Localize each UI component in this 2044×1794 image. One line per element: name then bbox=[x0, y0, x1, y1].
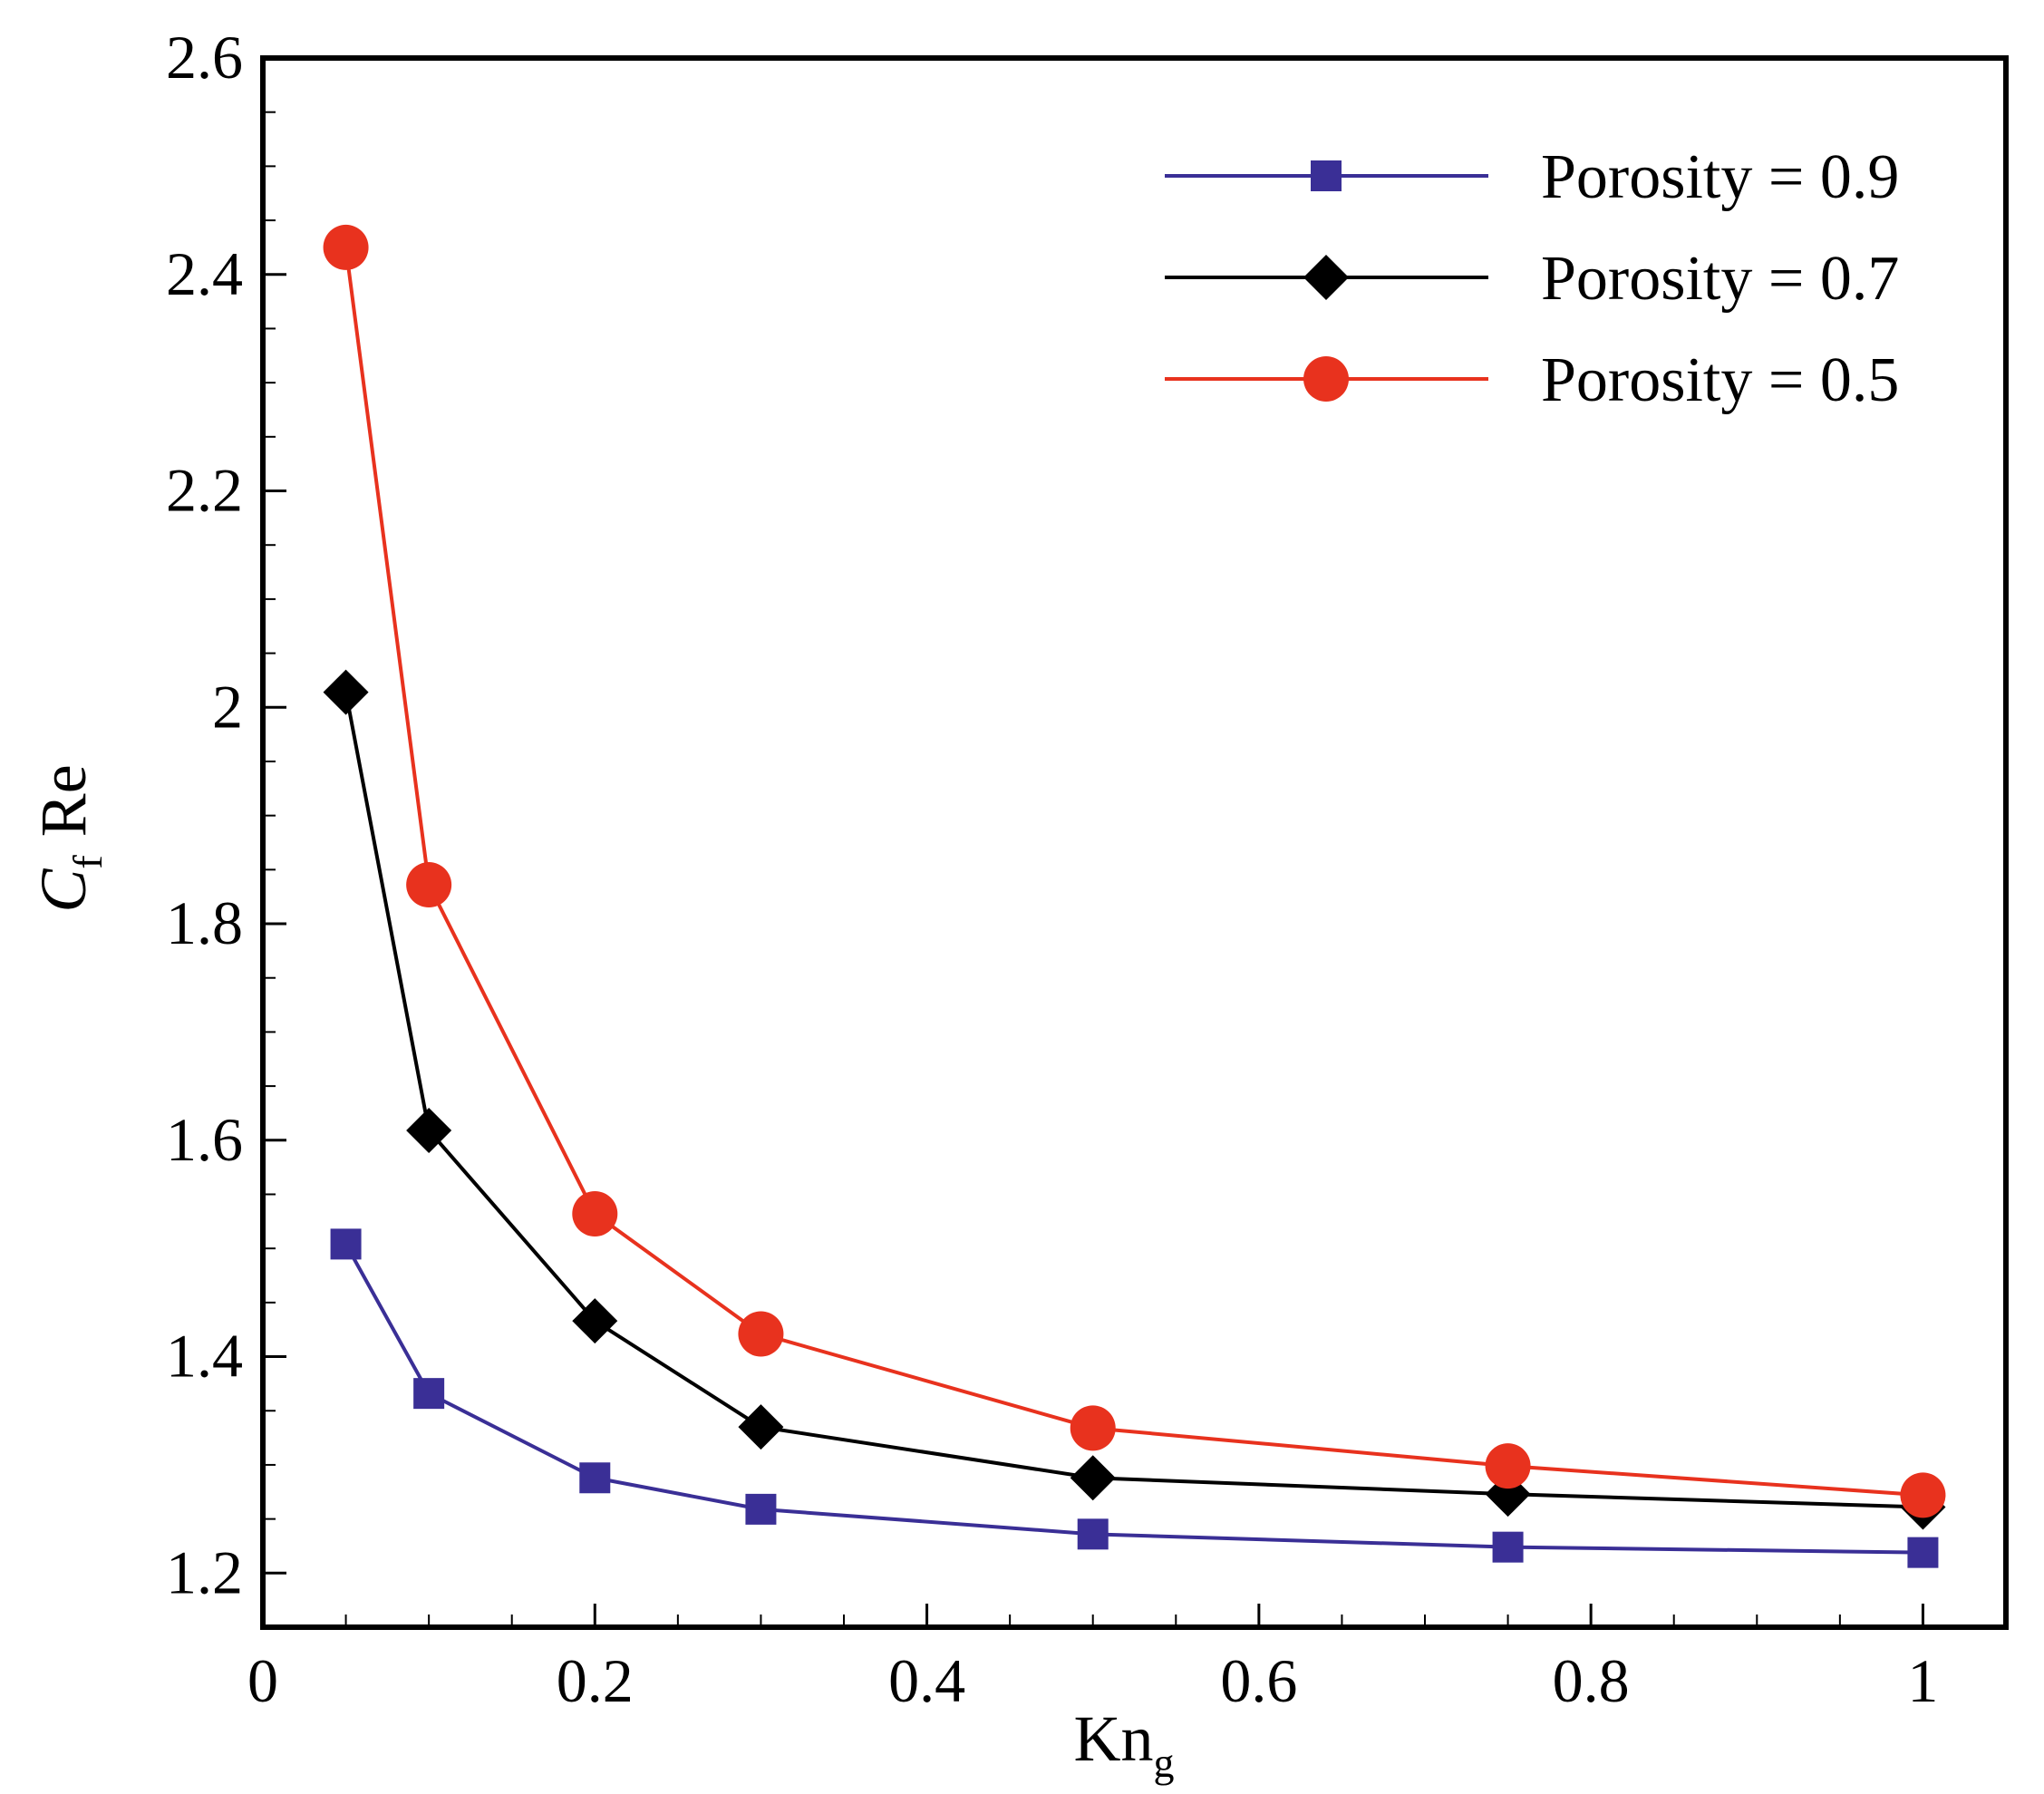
data-point-square bbox=[745, 1493, 777, 1525]
data-point-square bbox=[330, 1228, 362, 1260]
data-point-diamond bbox=[1303, 255, 1349, 300]
data-point-diamond bbox=[406, 1108, 452, 1154]
y-tick-label: 1.2 bbox=[166, 1537, 243, 1606]
data-point-square bbox=[1907, 1537, 1939, 1568]
data-point-circle bbox=[738, 1311, 784, 1357]
data-point-square bbox=[1492, 1531, 1524, 1563]
y-tick-label: 1.6 bbox=[166, 1105, 243, 1174]
x-tick-label: 1 bbox=[1907, 1646, 1938, 1715]
legend-label: Porosity = 0.9 bbox=[1541, 142, 1899, 212]
data-point-diamond bbox=[738, 1404, 784, 1450]
y-tick-labels: 1.2 1.4 1.6 1.8 2 2.2 2.4 2.6 bbox=[166, 23, 243, 1606]
series-layer bbox=[323, 224, 1946, 1568]
x-tick-label: 0.4 bbox=[888, 1646, 965, 1715]
y-tick-label: 1.8 bbox=[166, 888, 243, 957]
data-point-diamond bbox=[323, 669, 369, 715]
legend-item: Porosity = 0.9 bbox=[1165, 142, 1899, 212]
y-tick-label: 2.2 bbox=[166, 456, 243, 525]
data-point-square bbox=[1311, 160, 1342, 191]
x-axis-label: Kng bbox=[1074, 1702, 1175, 1786]
legend-item: Porosity = 0.7 bbox=[1165, 244, 1899, 314]
y-tick-label: 1.4 bbox=[166, 1322, 243, 1391]
x-tick-label: 0.6 bbox=[1220, 1646, 1297, 1715]
data-point-square bbox=[413, 1378, 445, 1410]
legend-label: Porosity = 0.5 bbox=[1541, 345, 1899, 415]
data-point-square bbox=[1077, 1518, 1109, 1550]
y-tick-label: 2.6 bbox=[166, 23, 243, 92]
data-point-diamond bbox=[572, 1298, 618, 1344]
x-tick-labels: 0 0.2 0.4 0.6 0.8 1 bbox=[247, 1646, 1938, 1715]
data-point-circle bbox=[572, 1190, 618, 1236]
series-line bbox=[344, 692, 1923, 1509]
data-point-square bbox=[579, 1462, 611, 1494]
legend: Porosity = 0.9 Porosity = 0.7 Porosity = 0… bbox=[1165, 142, 1899, 415]
legend-item: Porosity = 0.5 bbox=[1165, 345, 1899, 415]
x-tick-label: 0.2 bbox=[557, 1646, 634, 1715]
series-square bbox=[330, 1228, 1939, 1568]
data-point-diamond bbox=[1070, 1455, 1116, 1501]
x-tick-label: 0 bbox=[247, 1646, 278, 1715]
series-line bbox=[344, 1243, 1923, 1555]
data-point-circle bbox=[1485, 1443, 1531, 1489]
legend-label: Porosity = 0.7 bbox=[1541, 244, 1899, 314]
series-circle bbox=[323, 224, 1946, 1518]
y-tick-label: 2 bbox=[212, 672, 243, 741]
data-point-circle bbox=[1070, 1405, 1116, 1451]
x-tick-label: 0.8 bbox=[1553, 1646, 1630, 1715]
data-point-circle bbox=[1303, 356, 1349, 402]
data-point-circle bbox=[1900, 1472, 1946, 1518]
plot-frame bbox=[260, 55, 2009, 1630]
y-axis-label: CfRe bbox=[27, 764, 111, 912]
series-diamond bbox=[323, 669, 1946, 1530]
data-point-circle bbox=[323, 224, 369, 270]
data-point-circle bbox=[406, 862, 452, 908]
y-tick-label: 2.4 bbox=[166, 239, 243, 308]
